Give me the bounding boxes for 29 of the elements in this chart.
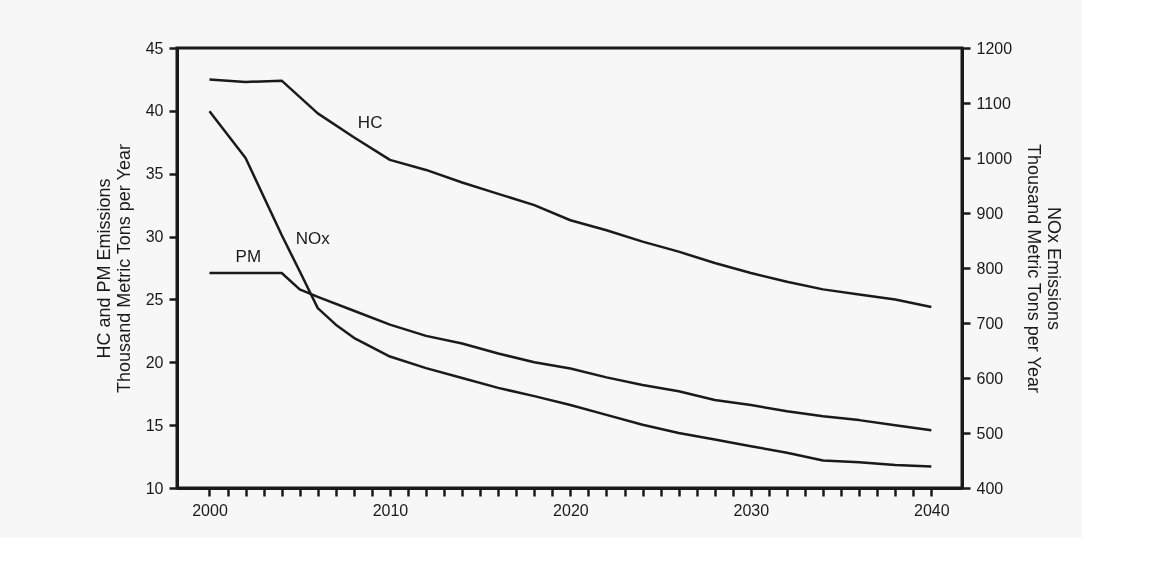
y2-tick-label: 800 [976,259,1004,277]
y2-tick-label: 500 [976,424,1004,442]
series-label: PM [235,247,262,267]
y2-tick-label: 700 [976,314,1004,332]
y-tick-label: 25 [145,290,164,308]
x-tick-label: 2000 [192,501,228,519]
y2-tick-label: 400 [976,479,1004,497]
y2-axis-title: NOx Emissions Thousand Metric Tons per Year [1024,144,1065,393]
y2-tick-label: 1100 [976,94,1012,112]
y-tick-label: 45 [145,39,164,57]
y2-tick-label: 600 [976,369,1004,387]
y-axis-title: HC and PM Emissions Thousand Metric Tons per Year [93,144,134,393]
x-tick-label: 2020 [553,501,589,519]
y2-tick-label: 1000 [976,149,1013,167]
series-label: NOx [295,229,331,248]
y-tick-label: 10 [145,479,164,497]
y-tick-label: 35 [145,165,164,183]
x-tick-label: 2030 [733,501,770,519]
x-tick-label: 2010 [372,501,409,519]
x-tick-label: 2040 [914,501,950,519]
y2-tick-label: 1200 [976,39,1013,57]
line-series [208,78,933,309]
series-label: HC [357,113,383,133]
y-tick-label: 15 [145,416,164,434]
y-tick-label: 20 [145,353,164,371]
y-tick-label: 30 [145,228,164,246]
line-series [208,110,933,468]
y2-tick-label: 900 [976,204,1004,222]
y-tick-label: 40 [145,102,164,120]
